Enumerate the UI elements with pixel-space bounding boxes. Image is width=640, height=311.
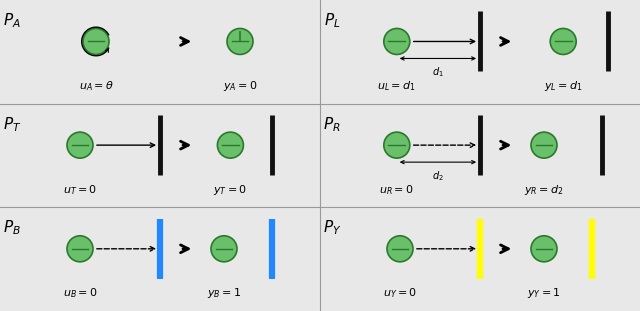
Circle shape bbox=[531, 132, 557, 158]
Text: $d_1$: $d_1$ bbox=[432, 66, 444, 79]
Text: $y_R = d_2$: $y_R = d_2$ bbox=[524, 183, 564, 197]
Text: $P_Y$: $P_Y$ bbox=[323, 219, 341, 237]
Text: $P_B$: $P_B$ bbox=[3, 219, 21, 237]
Text: $y_Y = 1$: $y_Y = 1$ bbox=[527, 286, 561, 300]
Circle shape bbox=[211, 236, 237, 262]
Circle shape bbox=[531, 236, 557, 262]
Text: $y_A = 0$: $y_A = 0$ bbox=[223, 79, 257, 93]
Text: $y_B = 1$: $y_B = 1$ bbox=[207, 286, 241, 300]
Text: $u_T = 0$: $u_T = 0$ bbox=[63, 183, 97, 197]
Text: $P_R$: $P_R$ bbox=[323, 115, 340, 134]
Text: $u_B = 0$: $u_B = 0$ bbox=[63, 286, 97, 300]
Text: $u_R = 0$: $u_R = 0$ bbox=[380, 183, 414, 197]
Text: $P_A$: $P_A$ bbox=[3, 12, 21, 30]
Circle shape bbox=[387, 236, 413, 262]
Text: $u_L = d_1$: $u_L = d_1$ bbox=[378, 79, 416, 93]
Text: $u_Y = 0$: $u_Y = 0$ bbox=[383, 286, 417, 300]
Circle shape bbox=[384, 132, 410, 158]
Text: $P_T$: $P_T$ bbox=[3, 115, 21, 134]
Circle shape bbox=[83, 29, 109, 54]
Text: $u_A = \theta$: $u_A = \theta$ bbox=[79, 79, 113, 93]
Circle shape bbox=[550, 29, 576, 54]
Circle shape bbox=[67, 236, 93, 262]
Text: $y_L = d_1$: $y_L = d_1$ bbox=[544, 79, 582, 93]
Circle shape bbox=[227, 29, 253, 54]
Circle shape bbox=[67, 132, 93, 158]
Circle shape bbox=[218, 132, 243, 158]
Text: $d_2$: $d_2$ bbox=[432, 169, 444, 183]
Circle shape bbox=[384, 29, 410, 54]
Text: $y_T = 0$: $y_T = 0$ bbox=[214, 183, 247, 197]
Text: $P_L$: $P_L$ bbox=[324, 12, 340, 30]
